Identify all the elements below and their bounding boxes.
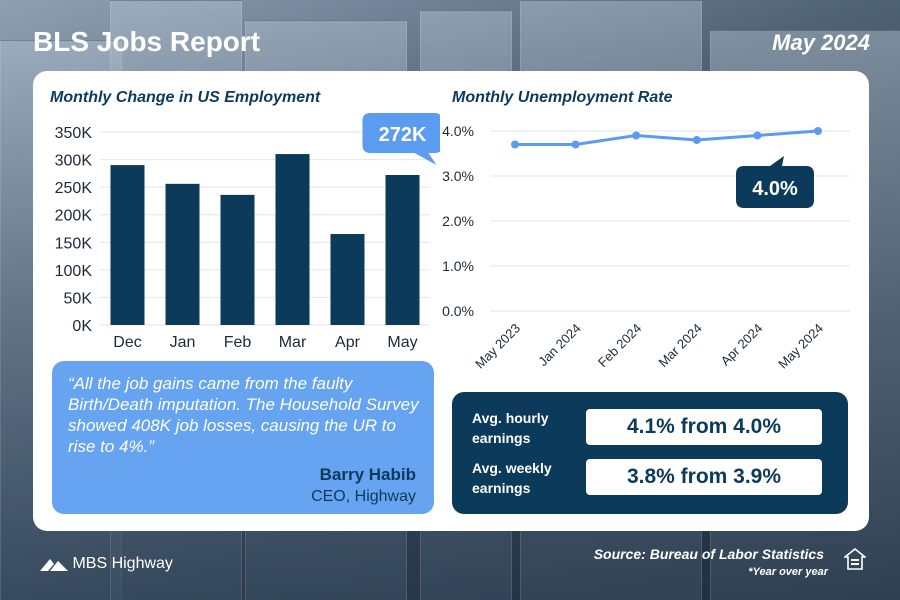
footnote-text: *Year over year: [748, 566, 828, 578]
bar-xtick-label: Mar: [279, 334, 307, 351]
line-xtick-label: Jan 2024: [535, 321, 583, 369]
unemployment-point: [753, 131, 762, 140]
equal-housing-icon: [844, 548, 866, 570]
bar: [220, 194, 255, 325]
unemployment-point: [571, 140, 580, 149]
line-xtick-label: Apr 2024: [718, 321, 766, 369]
bar-ytick-label: 250K: [55, 180, 93, 197]
employment-chart-title: Monthly Change in US Employment: [50, 89, 321, 106]
bar-ytick-label: 350K: [55, 125, 93, 142]
unemployment-line-chart: 0.0% 1.0% 2.0% 3.0% 4.0% May 2023 Jan 2024 Feb …: [442, 123, 850, 372]
quote-role: CEO, Highway: [311, 488, 416, 505]
line-xtick-label: May 2024: [775, 321, 826, 372]
unemployment-callout-text: 4.0%: [752, 178, 798, 200]
line-ytick-label: 2.0%: [442, 213, 474, 229]
line-xtick-label: Feb 2024: [595, 321, 644, 370]
bar-ytick-label: 100K: [55, 263, 93, 280]
unemployment-series-line: [515, 129, 819, 146]
chevron-logo-icon: [40, 559, 68, 571]
line-xtick-label: May 2023: [472, 321, 523, 372]
logo-text: MBS Highway: [72, 555, 173, 573]
bar-xtick-label: Jan: [170, 334, 196, 351]
bar-ytick-label: 0K: [72, 318, 92, 335]
bar: [330, 234, 365, 325]
bar-xtick-label: Feb: [224, 334, 252, 351]
employment-callout-text: 272K: [379, 124, 427, 146]
quote-box: “All the job gains came from the faulty …: [52, 361, 434, 514]
bar: [275, 154, 310, 325]
line-xtick-label: Mar 2024: [655, 321, 704, 370]
bar: [385, 175, 420, 325]
quote-text: “All the job gains came from the faulty …: [68, 374, 419, 456]
bar-ytick-label: 200K: [55, 208, 93, 225]
employment-callout-bubble: [362, 113, 440, 166]
hourly-earnings-value: 4.1% from 4.0%: [586, 409, 822, 445]
weekly-earnings-label: Avg. weekly earnings: [472, 460, 552, 496]
report-date: May 2024: [772, 30, 870, 55]
bar-xtick-label: Apr: [335, 334, 361, 351]
line-ytick-label: 1.0%: [442, 258, 474, 274]
hourly-earnings-label: Avg. hourly earnings: [472, 410, 549, 446]
line-ytick-label: 4.0%: [442, 123, 474, 139]
bar-xtick-label: May: [387, 334, 417, 351]
weekly-earnings-value: 3.8% from 3.9%: [586, 459, 822, 495]
bar-ytick-label: 150K: [55, 235, 93, 252]
unemployment-callout-bubble: [736, 156, 814, 208]
source-text: Source: Bureau of Labor Statistics: [593, 546, 824, 562]
quote-author: Barry Habib: [319, 465, 416, 484]
bar-xtick-label: Dec: [113, 334, 141, 351]
bar: [110, 165, 145, 325]
mbs-highway-logo: MBS Highway: [40, 555, 173, 573]
unemployment-point: [692, 136, 701, 144]
unemployment-chart-title: Monthly Unemployment Rate: [452, 89, 673, 106]
line-ytick-label: 0.0%: [442, 303, 474, 319]
bar-ytick-label: 50K: [64, 290, 93, 307]
report-title: BLS Jobs Report: [33, 26, 261, 57]
bar-ytick-label: 300K: [55, 153, 93, 170]
line-ytick-label: 3.0%: [442, 168, 474, 184]
bar: [165, 183, 200, 325]
employment-bar-chart: 0K 50K 100K 150K 200K 250K 300K 350K Dec Jan Feb Ma…: [55, 113, 440, 351]
unemployment-point: [632, 131, 641, 140]
unemployment-point: [814, 127, 822, 135]
unemployment-point: [511, 140, 519, 149]
earnings-box: Avg. hourly earnings 4.1% from 4.0% Avg.…: [452, 392, 848, 514]
